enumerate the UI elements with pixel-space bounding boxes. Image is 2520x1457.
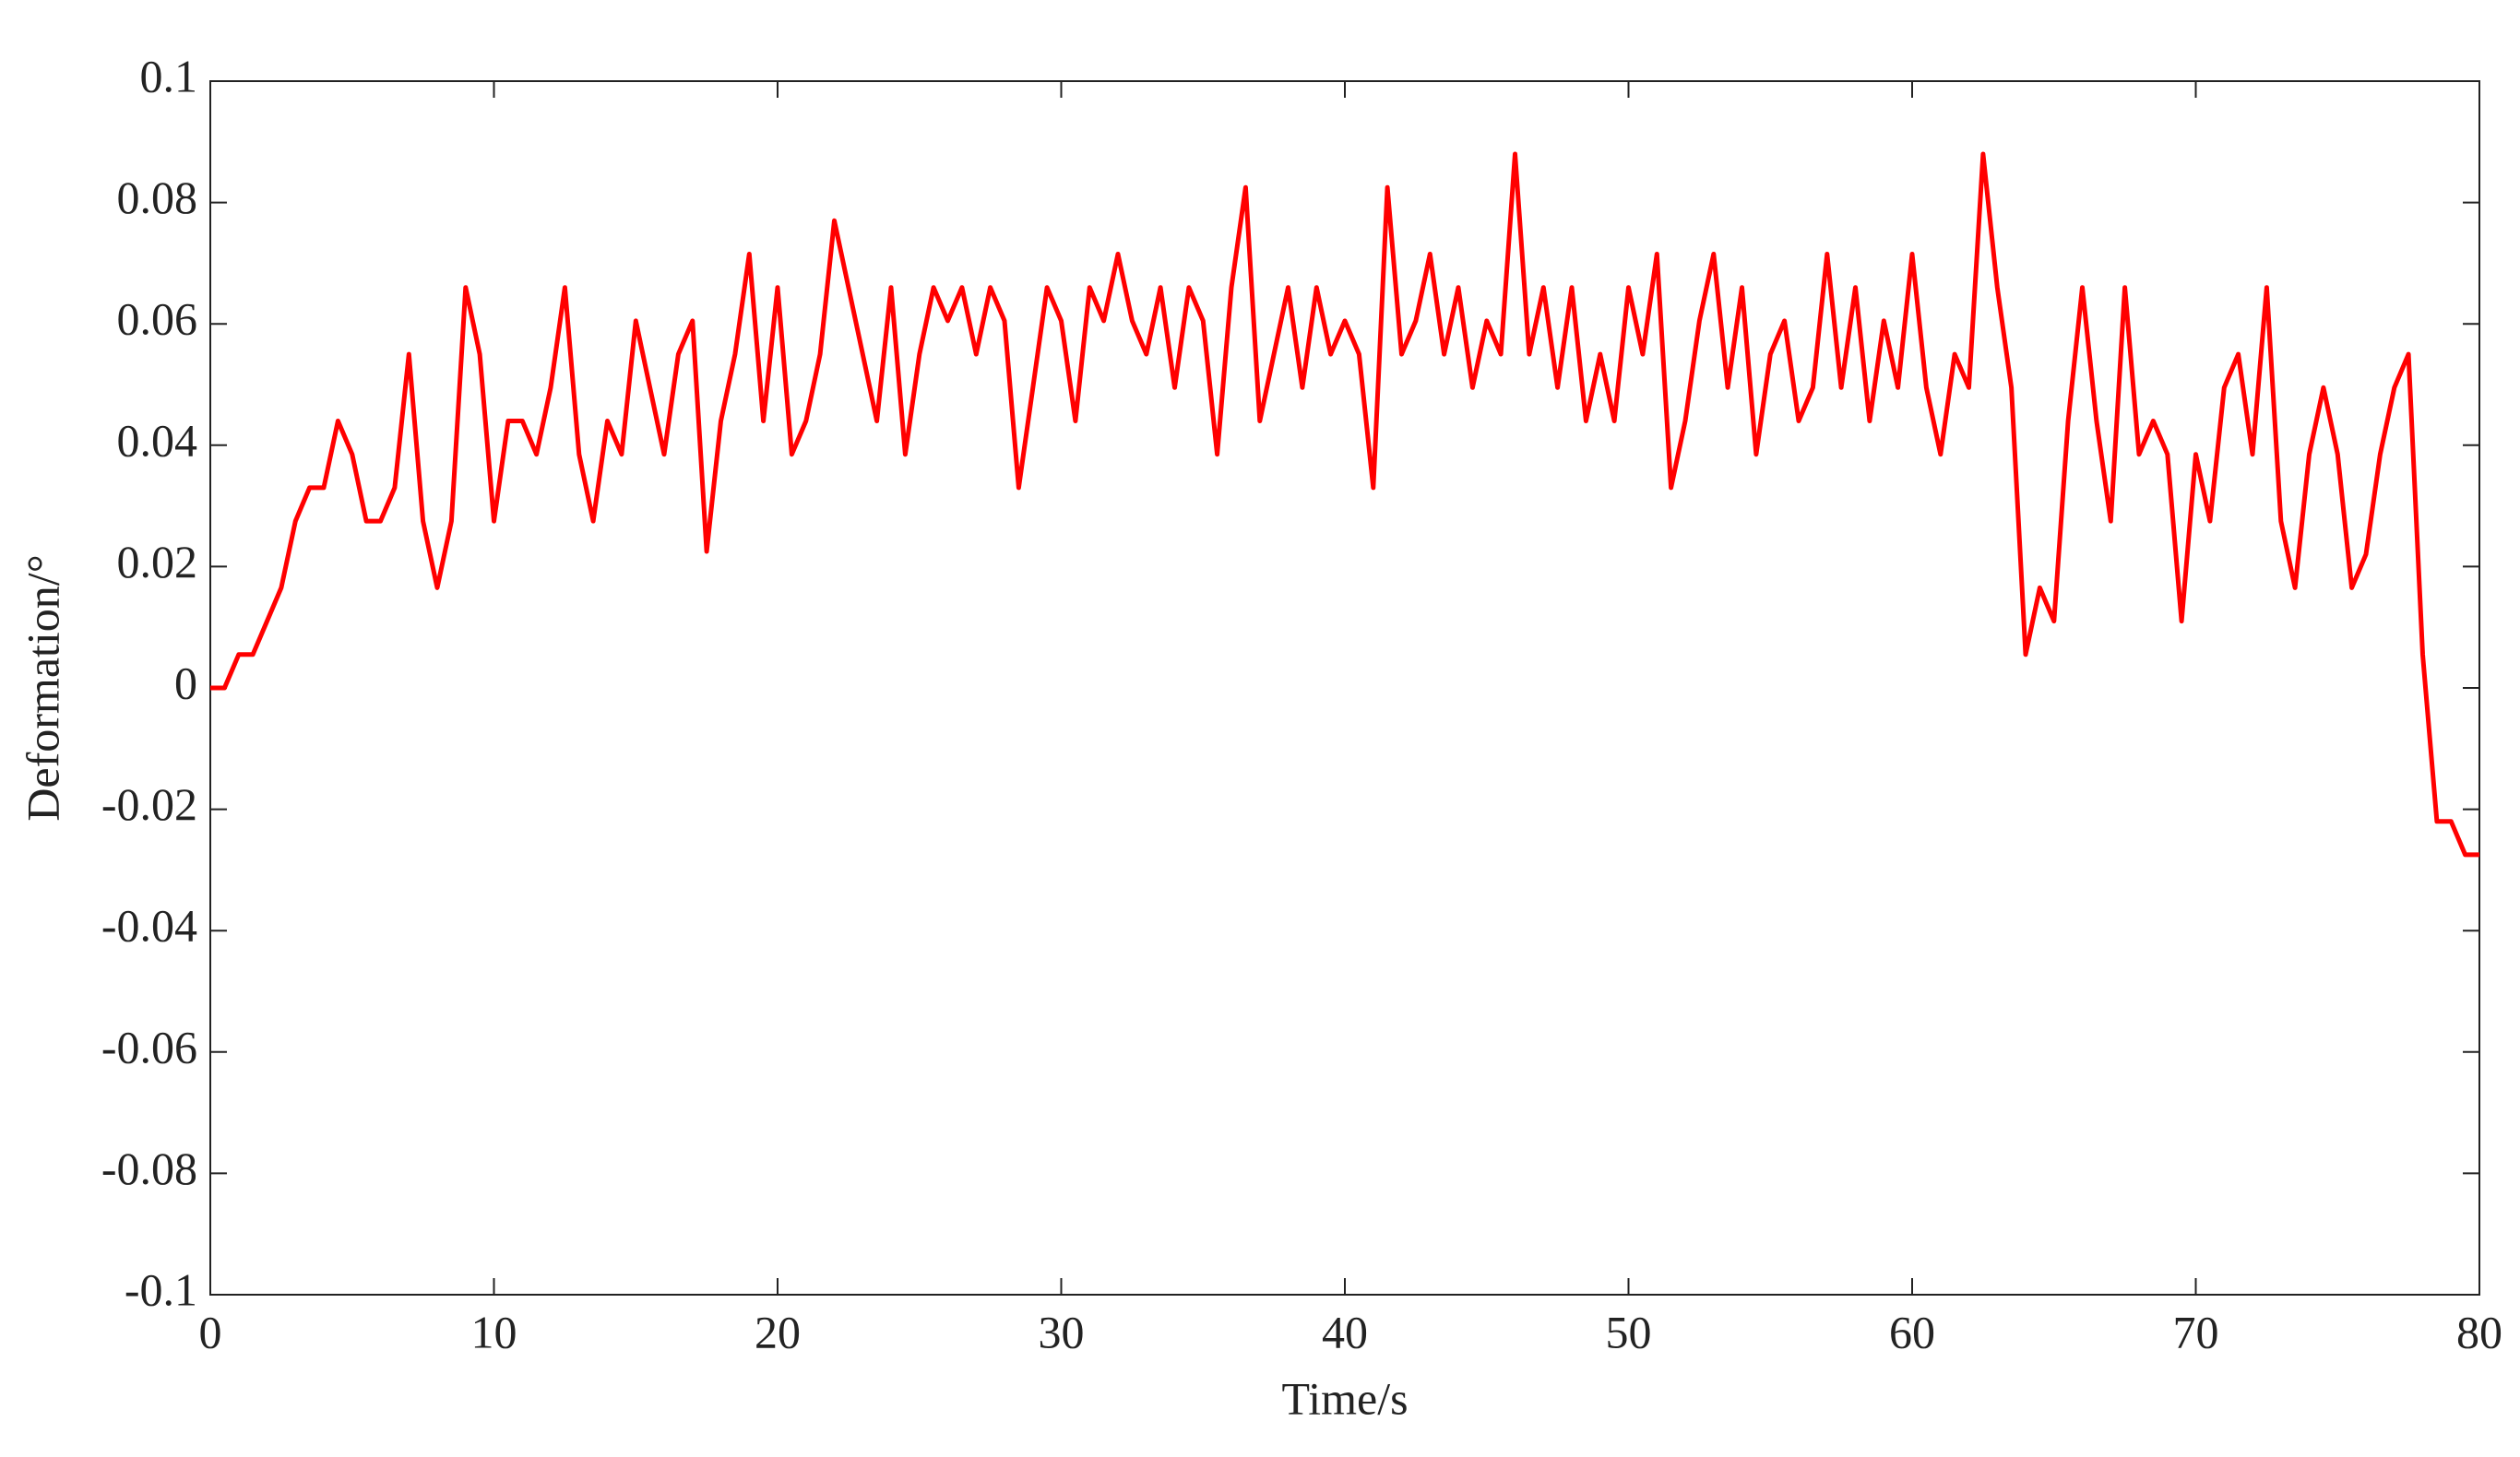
x-tick-label: 10 (471, 1306, 517, 1357)
x-tick-label: 40 (1322, 1306, 1368, 1357)
y-tick-label: 0.1 (140, 50, 198, 101)
data-line (210, 151, 2479, 858)
y-tick-label: -0.06 (101, 1021, 197, 1072)
x-tick-label: 0 (199, 1306, 222, 1357)
y-tick-label: 0.08 (117, 172, 198, 223)
y-tick-label: -0.04 (101, 900, 197, 952)
x-tick-label: 20 (755, 1306, 801, 1357)
y-tick-label: -0.1 (125, 1263, 197, 1315)
y-tick-label: 0.02 (117, 536, 198, 587)
y-tick-label: 0.04 (117, 414, 198, 466)
x-axis-label: Time/s (1281, 1372, 1408, 1424)
x-tick-label: 30 (1039, 1306, 1085, 1357)
y-tick-label: 0.06 (117, 293, 198, 345)
x-tick-label: 70 (2173, 1306, 2219, 1357)
plot-frame (209, 80, 2480, 1296)
y-tick-label: 0 (174, 657, 197, 708)
x-tick-label: 80 (2456, 1306, 2502, 1357)
x-tick-label: 60 (1889, 1306, 1935, 1357)
y-tick-label: -0.02 (101, 778, 197, 830)
y-tick-label: -0.08 (101, 1143, 197, 1194)
y-axis-label: Deformation/° (17, 554, 68, 821)
x-tick-label: 50 (1606, 1306, 1652, 1357)
